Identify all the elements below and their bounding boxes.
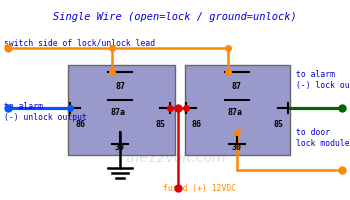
Text: 86: 86	[191, 120, 201, 129]
Text: 85: 85	[155, 120, 165, 129]
Text: to door
lock module: to door lock module	[296, 128, 350, 148]
Text: the12volt.com: the12volt.com	[125, 151, 225, 165]
Text: 87: 87	[115, 82, 125, 91]
Text: to alarm
(-) unlock output: to alarm (-) unlock output	[4, 102, 87, 122]
Text: 85: 85	[273, 120, 283, 129]
Text: 87: 87	[232, 82, 242, 91]
Bar	[185, 65, 290, 155]
Text: 86: 86	[75, 120, 85, 129]
Text: Single Wire (open=lock / ground=unlock): Single Wire (open=lock / ground=unlock)	[53, 12, 297, 22]
Text: 87a: 87a	[228, 108, 243, 117]
Text: 87a: 87a	[111, 108, 126, 117]
Text: 30: 30	[115, 143, 125, 152]
Text: fused (+) 12VDC: fused (+) 12VDC	[163, 184, 237, 192]
Text: to alarm
(-) lock output: to alarm (-) lock output	[296, 70, 350, 90]
Text: switch side of lock/unlock lead: switch side of lock/unlock lead	[4, 38, 155, 47]
Text: 30: 30	[232, 143, 242, 152]
Bar	[68, 65, 175, 155]
